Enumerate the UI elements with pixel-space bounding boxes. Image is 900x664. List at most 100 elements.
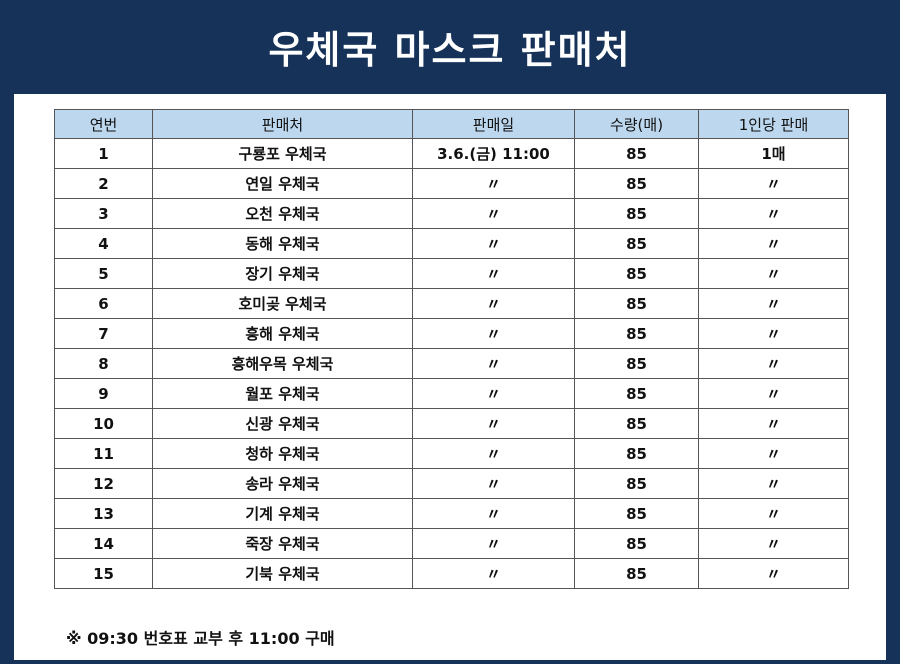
- cell-limit: 〃: [698, 528, 849, 559]
- header-row: 연번 판매처 판매일 수량(매) 1인당 판매: [54, 109, 849, 139]
- cell-limit: 〃: [698, 348, 849, 379]
- cell-store: 월포 우체국: [152, 378, 413, 409]
- cell-quantity: 85: [574, 498, 699, 529]
- cell-limit: 〃: [698, 498, 849, 529]
- cell-date: 〃: [412, 438, 575, 469]
- cell-limit: 〃: [698, 438, 849, 469]
- cell-limit: 〃: [698, 318, 849, 349]
- table-row: 1 구룡포 우체국 3.6.(금) 11:00 85 1매: [54, 138, 849, 169]
- header-cell-no: 연번: [54, 109, 153, 139]
- cell-date: 〃: [412, 468, 575, 499]
- cell-store: 연일 우체국: [152, 168, 413, 199]
- cell-no: 12: [54, 468, 153, 499]
- cell-quantity: 85: [574, 468, 699, 499]
- cell-store: 구룡포 우체국: [152, 138, 413, 169]
- cell-date: 〃: [412, 198, 575, 229]
- cell-quantity: 85: [574, 168, 699, 199]
- cell-store: 동해 우체국: [152, 228, 413, 259]
- cell-date: 〃: [412, 348, 575, 379]
- cell-quantity: 85: [574, 288, 699, 319]
- cell-limit: 〃: [698, 198, 849, 229]
- cell-no: 7: [54, 318, 153, 349]
- table-body: 1 구룡포 우체국 3.6.(금) 11:00 85 1매 2 연일 우체국 〃 85 〃 3 오천 …: [54, 138, 849, 589]
- cell-date: 〃: [412, 228, 575, 259]
- cell-store: 흥해 우체국: [152, 318, 413, 349]
- cell-limit: 〃: [698, 228, 849, 259]
- cell-limit: 〃: [698, 468, 849, 499]
- table-row: 2 연일 우체국 〃 85 〃: [54, 168, 849, 199]
- cell-store: 송라 우체국: [152, 468, 413, 499]
- header-cell-quantity: 수량(매): [574, 109, 699, 139]
- cell-quantity: 85: [574, 258, 699, 289]
- cell-date: 〃: [412, 408, 575, 439]
- cell-no: 14: [54, 528, 153, 559]
- table-row: 9 월포 우체국 〃 85 〃: [54, 378, 849, 409]
- cell-no: 6: [54, 288, 153, 319]
- cell-store: 신광 우체국: [152, 408, 413, 439]
- cell-no: 9: [54, 378, 153, 409]
- table-row: 12 송라 우체국 〃 85 〃: [54, 468, 849, 499]
- cell-store: 청하 우체국: [152, 438, 413, 469]
- cell-quantity: 85: [574, 438, 699, 469]
- footnote: ※ 09:30 번호표 교부 후 11:00 구매: [66, 629, 335, 648]
- cell-date: 3.6.(금) 11:00: [412, 138, 575, 169]
- cell-no: 2: [54, 168, 153, 199]
- cell-store: 기계 우체국: [152, 498, 413, 529]
- cell-quantity: 85: [574, 378, 699, 409]
- table-row: 15 기북 우체국 〃 85 〃: [54, 558, 849, 589]
- cell-quantity: 85: [574, 228, 699, 259]
- table-row: 6 호미곶 우체국 〃 85 〃: [54, 288, 849, 319]
- table-row: 7 흥해 우체국 〃 85 〃: [54, 318, 849, 349]
- cell-no: 13: [54, 498, 153, 529]
- cell-limit: 1매: [698, 138, 849, 169]
- cell-limit: 〃: [698, 408, 849, 439]
- table-row: 4 동해 우체국 〃 85 〃: [54, 228, 849, 259]
- cell-limit: 〃: [698, 288, 849, 319]
- cell-no: 15: [54, 558, 153, 589]
- cell-quantity: 85: [574, 528, 699, 559]
- cell-limit: 〃: [698, 168, 849, 199]
- cell-no: 4: [54, 228, 153, 259]
- cell-quantity: 85: [574, 138, 699, 169]
- cell-no: 3: [54, 198, 153, 229]
- header-cell-limit: 1인당 판매: [698, 109, 849, 139]
- cell-quantity: 85: [574, 408, 699, 439]
- table-row: 3 오천 우체국 〃 85 〃: [54, 198, 849, 229]
- cell-store: 죽장 우체국: [152, 528, 413, 559]
- cell-no: 10: [54, 408, 153, 439]
- cell-no: 11: [54, 438, 153, 469]
- title-bar: 우체국 마스크 판매처: [0, 0, 900, 92]
- cell-quantity: 85: [574, 318, 699, 349]
- cell-date: 〃: [412, 318, 575, 349]
- table-row: 14 죽장 우체국 〃 85 〃: [54, 528, 849, 559]
- table-row: 13 기계 우체국 〃 85 〃: [54, 498, 849, 529]
- cell-store: 장기 우체국: [152, 258, 413, 289]
- cell-date: 〃: [412, 168, 575, 199]
- table-row: 8 흥해우목 우체국 〃 85 〃: [54, 348, 849, 379]
- cell-date: 〃: [412, 258, 575, 289]
- cell-date: 〃: [412, 498, 575, 529]
- cell-store: 기북 우체국: [152, 558, 413, 589]
- sales-table: 연번 판매처 판매일 수량(매) 1인당 판매 1 구룡포 우체국 3.6.(금) …: [54, 109, 849, 589]
- cell-limit: 〃: [698, 258, 849, 289]
- table-row: 5 장기 우체국 〃 85 〃: [54, 258, 849, 289]
- cell-quantity: 85: [574, 198, 699, 229]
- cell-date: 〃: [412, 528, 575, 559]
- cell-limit: 〃: [698, 558, 849, 589]
- cell-no: 8: [54, 348, 153, 379]
- header-cell-store: 판매처: [152, 109, 413, 139]
- cell-date: 〃: [412, 378, 575, 409]
- cell-store: 오천 우체국: [152, 198, 413, 229]
- table-row: 11 청하 우체국 〃 85 〃: [54, 438, 849, 469]
- header-cell-date: 판매일: [412, 109, 575, 139]
- cell-quantity: 85: [574, 348, 699, 379]
- cell-no: 5: [54, 258, 153, 289]
- cell-quantity: 85: [574, 558, 699, 589]
- cell-date: 〃: [412, 558, 575, 589]
- cell-date: 〃: [412, 288, 575, 319]
- content-panel: 연번 판매처 판매일 수량(매) 1인당 판매 1 구룡포 우체국 3.6.(금) …: [14, 94, 886, 660]
- page-title: 우체국 마스크 판매처: [268, 27, 632, 72]
- cell-store: 흥해우목 우체국: [152, 348, 413, 379]
- table-row: 10 신광 우체국 〃 85 〃: [54, 408, 849, 439]
- table-header: 연번 판매처 판매일 수량(매) 1인당 판매: [54, 109, 849, 139]
